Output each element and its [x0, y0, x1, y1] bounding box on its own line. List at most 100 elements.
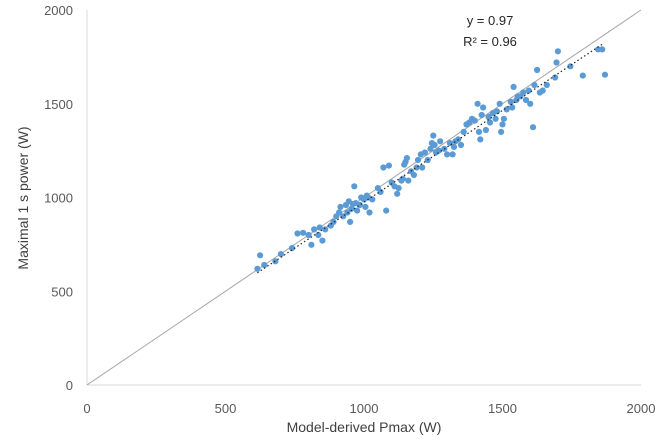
- data-point: [413, 164, 420, 171]
- data-point: [499, 121, 506, 128]
- data-point: [525, 87, 532, 94]
- y-tick-label: 500: [51, 284, 73, 299]
- r-squared-label: R² = 0.96: [463, 34, 517, 49]
- data-point: [351, 183, 358, 190]
- data-point: [579, 72, 586, 79]
- y-axis-title: Maximal 1 s power (W): [15, 126, 31, 269]
- data-point: [482, 126, 489, 134]
- data-point: [403, 155, 410, 162]
- data-point: [486, 119, 494, 126]
- data-point: [430, 132, 437, 139]
- data-point: [419, 164, 426, 171]
- data-point: [435, 147, 442, 154]
- data-point: [431, 141, 438, 149]
- data-point: [261, 261, 268, 269]
- data-point: [362, 203, 369, 210]
- data-point: [477, 136, 484, 143]
- data-point: [554, 48, 562, 55]
- data-point: [507, 98, 514, 105]
- data-point: [380, 164, 387, 171]
- data-point: [288, 245, 296, 252]
- data-point: [315, 231, 322, 239]
- data-point: [474, 100, 481, 107]
- data-point: [478, 111, 485, 119]
- data-point: [527, 100, 534, 107]
- data-point: [493, 108, 501, 115]
- data-point: [354, 207, 361, 214]
- data-point: [552, 74, 559, 81]
- data-point: [337, 203, 344, 210]
- data-point: [383, 207, 390, 214]
- data-point: [529, 124, 537, 131]
- data-point: [308, 241, 315, 248]
- data-point: [394, 190, 401, 197]
- x-tick-label: 0: [83, 401, 90, 416]
- data-point: [319, 237, 326, 244]
- data-point: [492, 115, 499, 122]
- data-point: [300, 229, 307, 236]
- data-point: [427, 145, 434, 152]
- x-axis-title: Model-derived Pmax (W): [287, 419, 442, 435]
- data-point: [485, 113, 492, 120]
- data-point: [496, 100, 503, 107]
- equation-label: y = 0.97: [467, 13, 514, 28]
- data-point: [405, 177, 412, 184]
- data-point: [503, 106, 510, 113]
- y-tick-label: 1000: [44, 191, 73, 206]
- data-point: [450, 143, 458, 150]
- data-point: [377, 188, 384, 195]
- data-point: [510, 83, 517, 90]
- data-point: [385, 162, 392, 169]
- data-point: [509, 104, 516, 111]
- x-tick-labels: 0 500 1000 1500 2000: [83, 401, 655, 416]
- data-point: [520, 89, 527, 96]
- data-point: [444, 151, 451, 158]
- data-point: [311, 226, 318, 233]
- data-point: [369, 196, 376, 203]
- y-tick-label: 0: [66, 378, 73, 393]
- data-point: [356, 201, 363, 209]
- y-tick-label: 1500: [44, 97, 73, 112]
- data-point: [500, 115, 507, 122]
- data-point: [366, 209, 373, 216]
- data-point: [305, 231, 312, 239]
- data-point: [539, 87, 546, 94]
- data-point: [254, 265, 261, 272]
- x-tick-label: 1500: [488, 401, 517, 416]
- trendline: [257, 42, 604, 274]
- data-point: [395, 185, 402, 192]
- data-point: [534, 66, 541, 74]
- data-point: [449, 151, 456, 158]
- x-tick-label: 1000: [350, 401, 379, 416]
- data-point: [322, 226, 329, 233]
- data-point: [457, 141, 465, 149]
- data-point: [348, 205, 355, 212]
- data-point: [480, 104, 487, 111]
- y-tick-label: 2000: [44, 3, 73, 18]
- y-tick-labels: 0 500 1000 1500 2000: [44, 3, 73, 393]
- data-points: [254, 46, 609, 272]
- data-point: [437, 138, 444, 145]
- data-point: [257, 252, 264, 259]
- data-point: [498, 128, 505, 135]
- x-tick-label: 500: [215, 401, 237, 416]
- data-point: [522, 96, 530, 104]
- data-point: [410, 171, 417, 179]
- data-point: [277, 251, 284, 258]
- data-point: [414, 156, 422, 164]
- data-point: [475, 128, 483, 135]
- data-point: [421, 149, 428, 156]
- data-point: [471, 117, 478, 124]
- data-point: [543, 81, 550, 89]
- x-tick-label: 2000: [627, 401, 656, 416]
- data-point: [601, 71, 609, 78]
- data-point: [347, 218, 354, 225]
- data-point: [399, 175, 406, 182]
- data-point: [460, 128, 467, 135]
- data-point: [336, 209, 343, 216]
- data-point: [531, 81, 538, 89]
- data-point: [316, 224, 323, 231]
- data-point: [553, 59, 560, 66]
- data-point: [599, 46, 606, 53]
